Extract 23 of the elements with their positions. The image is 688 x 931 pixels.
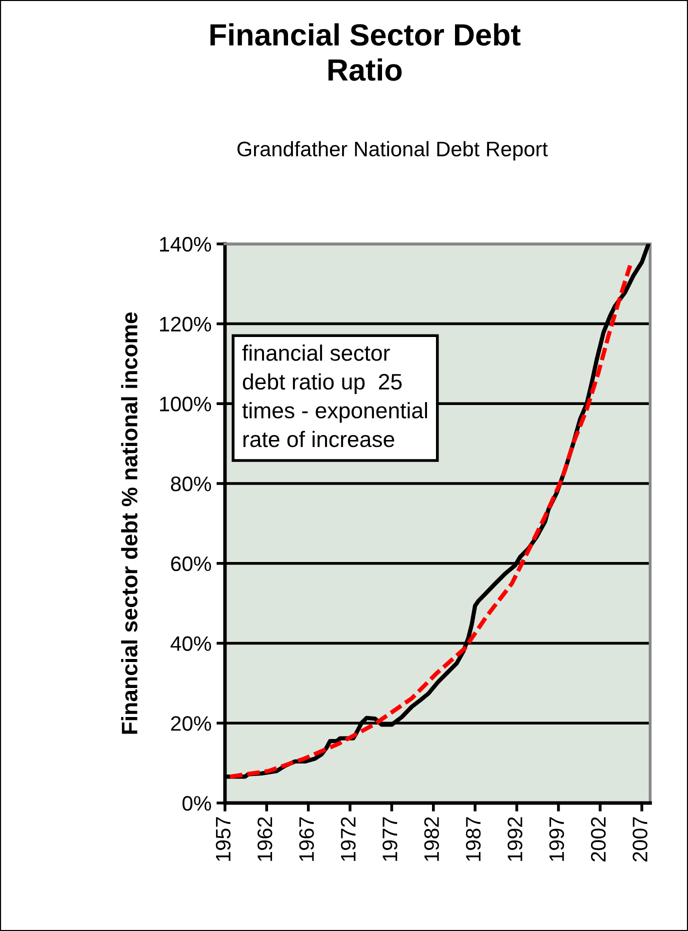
chart-title: Financial Sector Debt Ratio xyxy=(210,23,520,81)
y-tick-label: 80% xyxy=(170,476,212,492)
y-tick-label: 0% xyxy=(182,796,212,811)
x-tick-label: 1972 xyxy=(340,817,356,861)
x-tick-label: 1957 xyxy=(216,817,231,861)
y-tick-label: 140% xyxy=(160,236,212,252)
annotation: financial sector debt ratio up 25 times - exponential rate of increase xyxy=(242,344,428,448)
x-tick-label: 1997 xyxy=(549,817,564,861)
y-axis-title: Financial sector debt % national income xyxy=(121,312,138,734)
x-tick-label: 1982 xyxy=(424,817,439,861)
y-tick-label: 40% xyxy=(170,636,212,652)
x-tick-label: 1967 xyxy=(299,817,314,861)
x-tick-label: 1962 xyxy=(258,817,272,861)
y-tick-label: 100% xyxy=(160,396,212,412)
x-tick-label: 1987 xyxy=(466,817,481,861)
chart-subtitle: Grandfather National Debt Report xyxy=(237,141,548,161)
x-tick-label: 1977 xyxy=(382,817,398,861)
y-tick-label: 120% xyxy=(160,316,212,332)
y-tick-label: 20% xyxy=(171,716,212,731)
x-tick-label: 2002 xyxy=(590,817,606,862)
y-tick-label: 60% xyxy=(171,556,212,572)
x-tick-label: 2007 xyxy=(632,817,648,862)
x-tick-label: 1992 xyxy=(508,817,522,861)
